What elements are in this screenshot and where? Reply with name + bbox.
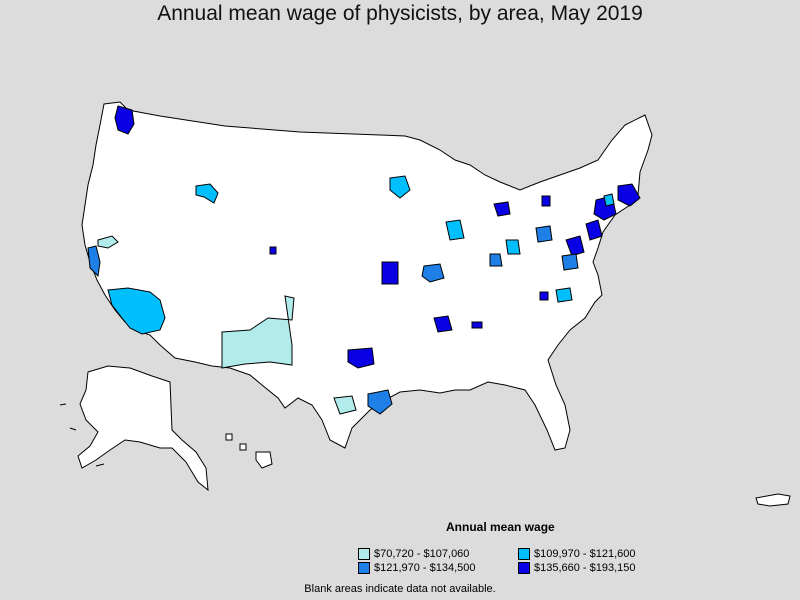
area-kansas-city: [381, 261, 399, 285]
legend-label: $70,720 - $107,060: [374, 548, 470, 560]
area-columbus: [505, 239, 521, 255]
legend-item-4: $135,660 - $193,150: [518, 561, 636, 575]
data-availability-note: Blank areas indicate data not available.: [304, 583, 496, 595]
area-detroit: [493, 201, 511, 217]
area-dallas: [347, 347, 375, 369]
legend-item-2: $109,970 - $121,600: [518, 547, 636, 561]
area-knoxville: [539, 291, 549, 301]
legend-title: Annual mean wage: [446, 520, 555, 534]
puerto-rico-land: [755, 493, 791, 507]
legend-label: $121,970 - $134,500: [374, 562, 476, 574]
legend-label: $135,660 - $193,150: [534, 562, 636, 574]
aleutian-islands: [59, 403, 105, 467]
area-idaho-falls: [195, 183, 219, 204]
area-raleigh: [555, 287, 573, 303]
area-sacramento: [97, 235, 119, 249]
area-houston: [367, 389, 393, 415]
area-austin: [333, 395, 357, 415]
map-title: Annual mean wage of physicists, by area,…: [157, 2, 643, 25]
alaska-land: [77, 365, 209, 492]
hawaii-islands: [225, 433, 273, 469]
legend-swatch: [358, 548, 370, 561]
area-chicago: [445, 219, 465, 241]
area-denver: [269, 246, 277, 255]
area-seattle: [114, 105, 135, 135]
area-virginia-beach: [561, 253, 579, 271]
area-washington-dc: [565, 235, 585, 257]
legend-item-3: $121,970 - $134,500: [358, 561, 476, 575]
area-pittsburgh: [535, 225, 553, 243]
area-dayton: [489, 253, 503, 267]
legend-swatch: [518, 548, 530, 561]
area-memphis: [433, 315, 453, 333]
area-hartford: [603, 193, 615, 207]
area-st-louis: [421, 263, 445, 283]
area-albuquerque: [221, 295, 295, 369]
area-los-angeles: [107, 287, 166, 335]
legend-label: $109,970 - $121,600: [534, 548, 636, 560]
legend-swatch: [358, 562, 370, 575]
area-minneapolis: [389, 175, 411, 199]
area-philadelphia: [585, 219, 603, 241]
legend-swatch: [518, 562, 530, 575]
legend-item-1: $70,720 - $107,060: [358, 547, 469, 561]
area-huntsville: [471, 321, 483, 329]
area-boston: [617, 183, 641, 207]
area-rochester: [541, 195, 551, 207]
area-bay-area: [87, 245, 101, 278]
